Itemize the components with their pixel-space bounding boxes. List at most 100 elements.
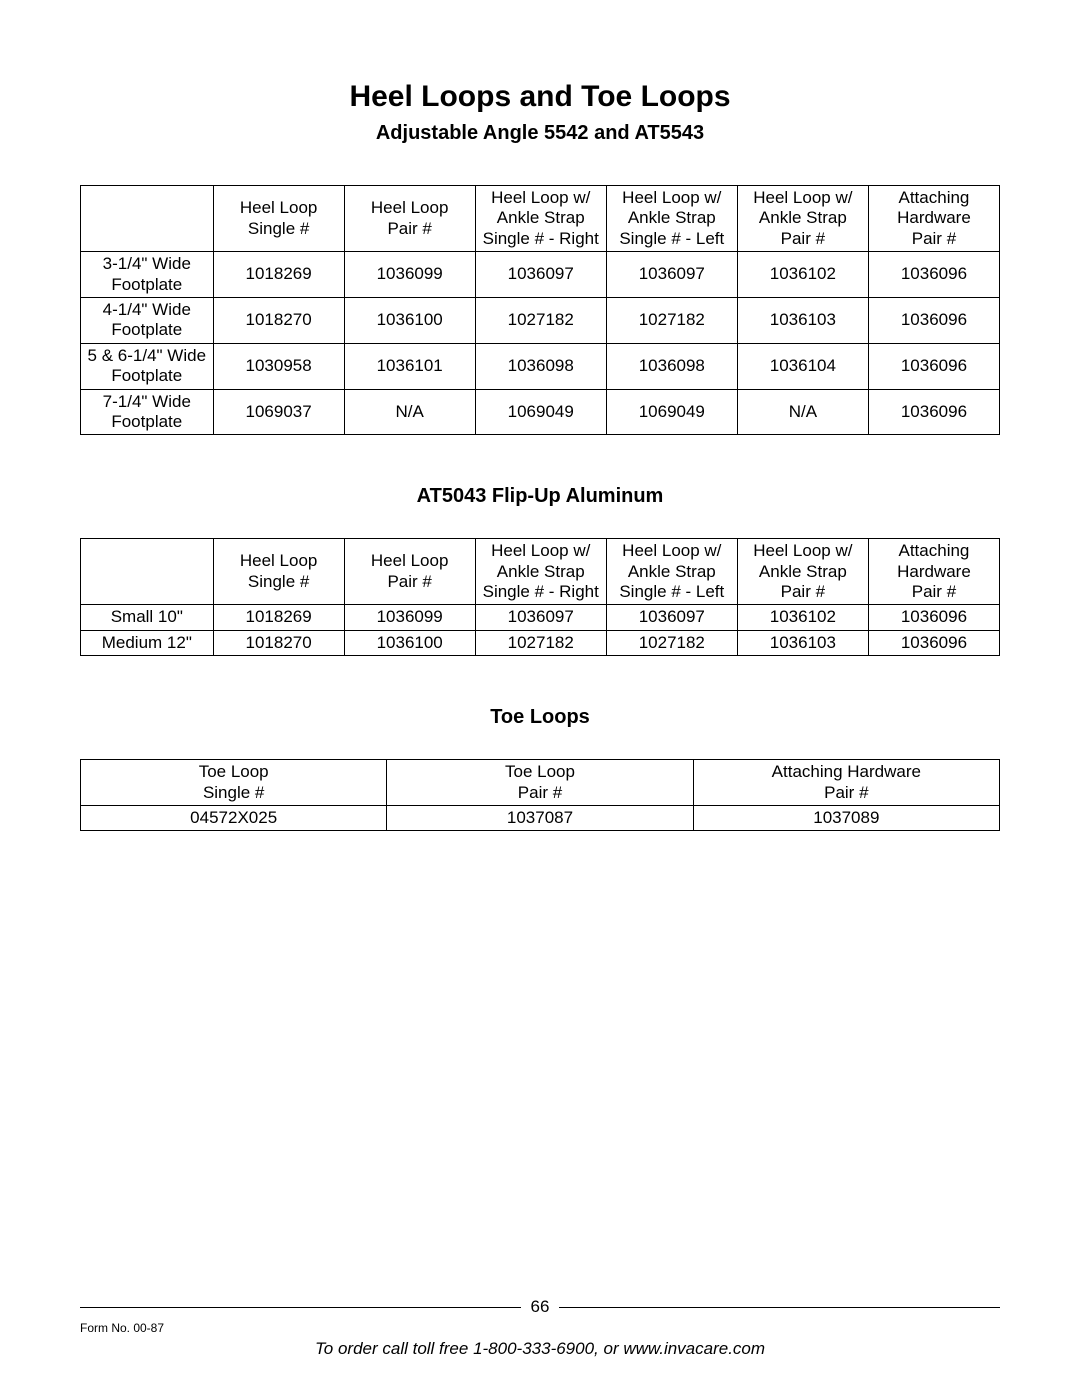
hdr-line: Attaching bbox=[871, 188, 997, 208]
section-title-flipup: AT5043 Flip-Up Aluminum bbox=[80, 485, 1000, 508]
hdr-line: Heel Loop w/ bbox=[609, 541, 735, 561]
hdr-line: Pair # bbox=[740, 582, 866, 602]
hdr-line: Pair # bbox=[696, 783, 997, 803]
cell: 1018269 bbox=[213, 252, 344, 298]
hdr-line: Heel Loop w/ bbox=[478, 541, 604, 561]
cell: 1037087 bbox=[387, 806, 693, 831]
cell: 1036096 bbox=[868, 252, 999, 298]
table-header-row: Heel Loop Single # Heel Loop Pair # Heel… bbox=[81, 539, 1000, 605]
cell: 1030958 bbox=[213, 343, 344, 389]
hdr-line: Toe Loop bbox=[389, 762, 690, 782]
hdr-line: Heel Loop bbox=[347, 198, 473, 218]
hdr-line: Heel Loop bbox=[347, 551, 473, 571]
cell: 1036097 bbox=[606, 252, 737, 298]
hdr-line: Pair # bbox=[389, 783, 690, 803]
page-footer: 66 Form No. 00-87 To order call toll fre… bbox=[80, 1297, 1000, 1359]
th-toe-loop-single: Toe Loop Single # bbox=[81, 760, 387, 806]
row-label: 3-1/4" Wide Footplate bbox=[81, 252, 214, 298]
th-ankle-strap-left: Heel Loop w/ Ankle Strap Single # - Left bbox=[606, 186, 737, 252]
cell: 1036096 bbox=[868, 343, 999, 389]
cell: 1069037 bbox=[213, 389, 344, 435]
hdr-line: Hardware bbox=[871, 562, 997, 582]
hdr-line: Ankle Strap bbox=[740, 208, 866, 228]
cell: 1036102 bbox=[737, 252, 868, 298]
table-row: 4-1/4" Wide Footplate1018270103610010271… bbox=[81, 297, 1000, 343]
cell: 1027182 bbox=[475, 297, 606, 343]
row-label: 4-1/4" Wide Footplate bbox=[81, 297, 214, 343]
th-toe-attaching-hardware: Attaching Hardware Pair # bbox=[693, 760, 999, 806]
th-ankle-strap-pair: Heel Loop w/ Ankle Strap Pair # bbox=[737, 539, 868, 605]
cell: 1018270 bbox=[213, 630, 344, 655]
th-blank bbox=[81, 539, 214, 605]
cell: 1036096 bbox=[868, 389, 999, 435]
hdr-line: Heel Loop w/ bbox=[478, 188, 604, 208]
cell: 1036100 bbox=[344, 297, 475, 343]
cell: 1036100 bbox=[344, 630, 475, 655]
hdr-line: Pair # bbox=[740, 229, 866, 249]
th-heel-loop-single: Heel Loop Single # bbox=[213, 539, 344, 605]
cell: 1036104 bbox=[737, 343, 868, 389]
order-text: To order call toll free 1-800-333-6900, … bbox=[80, 1339, 1000, 1359]
cell: 1069049 bbox=[475, 389, 606, 435]
section-title-toe-loops: Toe Loops bbox=[80, 706, 1000, 729]
th-ankle-strap-pair: Heel Loop w/ Ankle Strap Pair # bbox=[737, 186, 868, 252]
page-subtitle: Adjustable Angle 5542 and AT5543 bbox=[80, 122, 1000, 145]
hdr-line: Ankle Strap bbox=[740, 562, 866, 582]
row-label: Medium 12" bbox=[81, 630, 214, 655]
cell: 1027182 bbox=[606, 630, 737, 655]
hdr-line: Attaching Hardware bbox=[696, 762, 997, 782]
table-row: Medium 12"101827010361001027182102718210… bbox=[81, 630, 1000, 655]
table-row: 04572X025 1037087 1037089 bbox=[81, 806, 1000, 831]
th-attaching-hardware: Attaching Hardware Pair # bbox=[868, 539, 999, 605]
th-heel-loop-single: Heel Loop Single # bbox=[213, 186, 344, 252]
cell: 1036099 bbox=[344, 252, 475, 298]
cell: 1036097 bbox=[606, 605, 737, 630]
hdr-line: Single # - Right bbox=[478, 229, 604, 249]
table-heel-loops-flipup: Heel Loop Single # Heel Loop Pair # Heel… bbox=[80, 538, 1000, 656]
hdr-line: Single # - Left bbox=[609, 229, 735, 249]
cell: 1036102 bbox=[737, 605, 868, 630]
footer-rule-line: 66 bbox=[80, 1297, 1000, 1317]
cell: 1036096 bbox=[868, 297, 999, 343]
row-label: 5 & 6-1/4" Wide Footplate bbox=[81, 343, 214, 389]
hdr-line: Toe Loop bbox=[83, 762, 384, 782]
table-row: 3-1/4" Wide Footplate10182691036099 10360… bbox=[81, 252, 1000, 298]
cell: 1036098 bbox=[606, 343, 737, 389]
th-heel-loop-pair: Heel Loop Pair # bbox=[344, 186, 475, 252]
hdr-line: Single # - Left bbox=[609, 582, 735, 602]
hdr-line: Single # bbox=[216, 219, 342, 239]
form-number: Form No. 00-87 bbox=[80, 1321, 1000, 1335]
th-blank bbox=[81, 186, 214, 252]
hdr-line: Pair # bbox=[871, 229, 997, 249]
table-header-row: Heel Loop Single # Heel Loop Pair # Heel… bbox=[81, 186, 1000, 252]
hdr-line: Pair # bbox=[871, 582, 997, 602]
cell: 1036103 bbox=[737, 297, 868, 343]
cell: N/A bbox=[737, 389, 868, 435]
table-heel-loops-adjustable: Heel Loop Single # Heel Loop Pair # Heel… bbox=[80, 185, 1000, 435]
page: Heel Loops and Toe Loops Adjustable Angl… bbox=[0, 0, 1080, 1397]
hdr-line: Heel Loop bbox=[216, 551, 342, 571]
page-number: 66 bbox=[531, 1297, 550, 1317]
th-toe-loop-pair: Toe Loop Pair # bbox=[387, 760, 693, 806]
cell: 1036098 bbox=[475, 343, 606, 389]
cell: 04572X025 bbox=[81, 806, 387, 831]
hdr-line: Single # bbox=[216, 572, 342, 592]
cell: 1036096 bbox=[868, 605, 999, 630]
hdr-line: Single # bbox=[83, 783, 384, 803]
table-toe-loops: Toe Loop Single # Toe Loop Pair # Attach… bbox=[80, 759, 1000, 831]
hdr-line: Single # - Right bbox=[478, 582, 604, 602]
hdr-line: Pair # bbox=[347, 219, 473, 239]
hdr-line: Ankle Strap bbox=[609, 562, 735, 582]
cell: 1018270 bbox=[213, 297, 344, 343]
cell: 1069049 bbox=[606, 389, 737, 435]
th-ankle-strap-right: Heel Loop w/ Ankle Strap Single # - Righ… bbox=[475, 186, 606, 252]
hdr-line: Heel Loop w/ bbox=[740, 541, 866, 561]
hdr-line: Attaching bbox=[871, 541, 997, 561]
cell: 1027182 bbox=[475, 630, 606, 655]
hdr-line: Heel Loop bbox=[216, 198, 342, 218]
hdr-line: Ankle Strap bbox=[478, 208, 604, 228]
cell: N/A bbox=[344, 389, 475, 435]
hdr-line: Ankle Strap bbox=[478, 562, 604, 582]
cell: 1027182 bbox=[606, 297, 737, 343]
page-title: Heel Loops and Toe Loops bbox=[80, 80, 1000, 114]
